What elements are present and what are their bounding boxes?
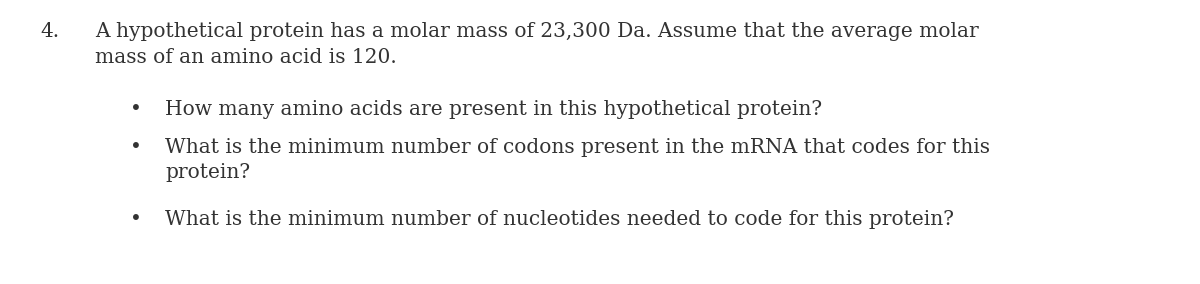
Text: •: • xyxy=(130,100,142,119)
Text: How many amino acids are present in this hypothetical protein?: How many amino acids are present in this… xyxy=(166,100,822,119)
Text: What is the minimum number of codons present in the mRNA that codes for this: What is the minimum number of codons pre… xyxy=(166,138,990,157)
Text: •: • xyxy=(130,138,142,157)
Text: mass of an amino acid is 120.: mass of an amino acid is 120. xyxy=(95,48,397,67)
Text: 4.: 4. xyxy=(40,22,59,41)
Text: protein?: protein? xyxy=(166,163,250,182)
Text: A hypothetical protein has a molar mass of 23,300 Da. Assume that the average mo: A hypothetical protein has a molar mass … xyxy=(95,22,979,41)
Text: •: • xyxy=(130,210,142,229)
Text: What is the minimum number of nucleotides needed to code for this protein?: What is the minimum number of nucleotide… xyxy=(166,210,954,229)
